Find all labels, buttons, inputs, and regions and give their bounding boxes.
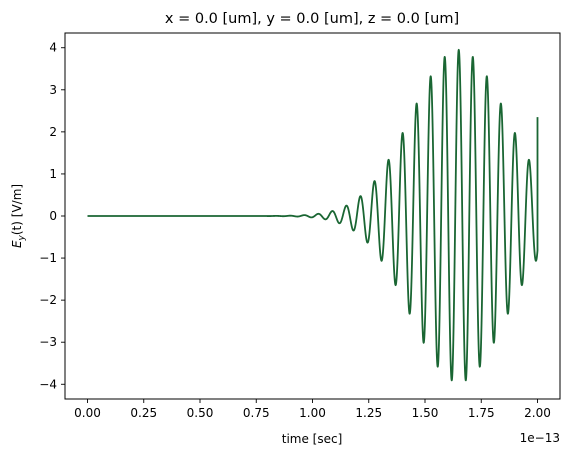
y-axis-label: Ey(t) [V/m]: [10, 184, 27, 248]
x-tick-label: 0.50: [187, 406, 214, 420]
x-axis-offset-label: 1e−13: [520, 431, 560, 445]
y-axis-label-subscript: y: [17, 234, 27, 241]
series-line: [86, 48, 539, 382]
y-tick-label: 0: [49, 209, 57, 223]
x-tick-label: 2.00: [524, 406, 551, 420]
y-tick-label: −3: [39, 335, 57, 349]
x-tick-label: 1.00: [299, 406, 326, 420]
y-tick-label: 2: [49, 125, 57, 139]
chart-title: x = 0.0 [um], y = 0.0 [um], z = 0.0 [um]: [165, 11, 459, 27]
x-tick-label: 0.75: [243, 406, 270, 420]
y-tick-label: 3: [49, 83, 57, 97]
x-tick-label: 0.25: [130, 406, 157, 420]
y-tick-label: 4: [49, 41, 57, 55]
y-axis-label-symbol: E: [10, 240, 24, 248]
x-tick-label: 1.50: [412, 406, 439, 420]
y-tick-label: −2: [39, 293, 57, 307]
y-axis-ticks: 4 3 2 1 0 −1 −2 −3 −4: [39, 41, 65, 391]
x-axis-label: time [sec]: [282, 432, 343, 446]
x-axis-ticks: 0.00 0.25 0.50 0.75 1.00 1.25 1.50 1.75 2.00: [74, 399, 551, 420]
plot-area: [86, 48, 539, 382]
y-tick-label: −4: [39, 377, 57, 391]
x-tick-label: 1.25: [355, 406, 382, 420]
y-tick-label: −1: [39, 251, 57, 265]
x-tick-label: 1.75: [468, 406, 495, 420]
y-axis-label-rest: (t) [V/m]: [10, 184, 24, 235]
x-tick-label: 0.00: [74, 406, 101, 420]
y-tick-label: 1: [49, 167, 57, 181]
